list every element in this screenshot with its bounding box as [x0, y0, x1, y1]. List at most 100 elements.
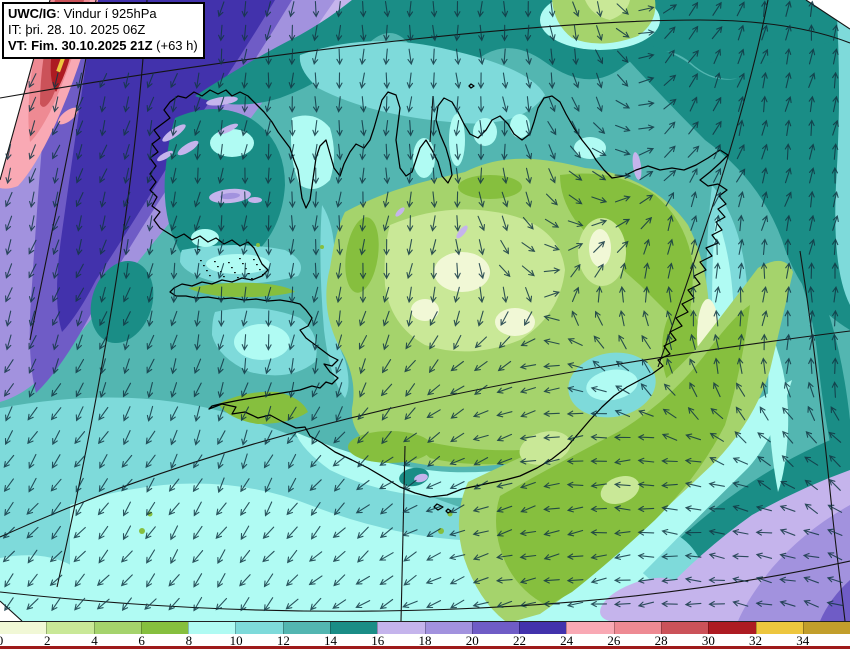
wind-arrow [310, 525, 321, 540]
wind-arrow [738, 238, 745, 255]
wind-arrow [288, 310, 295, 327]
wind-arrow [572, 72, 580, 89]
wind-arrow [713, 381, 721, 398]
wind-speed-region [456, 225, 468, 239]
wind-arrow [782, 430, 794, 444]
wind-arrow [289, 119, 296, 137]
wind-arrow [713, 143, 721, 160]
wind-arrow [333, 502, 345, 516]
wind-arrow [571, 286, 580, 303]
wind-speed-region [552, 0, 656, 44]
graticule-line [0, 19, 850, 99]
wind-arrow [359, 239, 366, 256]
wind-arrow [97, 502, 109, 516]
wind-arrow [454, 167, 461, 185]
wind-arrow [311, 430, 321, 445]
wind-arrow [194, 286, 201, 303]
wind-arrow [520, 338, 536, 347]
legend-segment [329, 622, 378, 634]
wind-arrow [544, 218, 560, 228]
wind-arrow [662, 4, 678, 14]
wind-arrow [501, 24, 508, 42]
wind-arrow [831, 333, 838, 351]
wind-arrow [785, 357, 792, 374]
wind-arrow [96, 574, 110, 586]
wind-speed-region [600, 577, 680, 621]
wind-arrow [145, 526, 156, 540]
wind-arrow [146, 573, 156, 588]
wind-arrow [192, 478, 203, 493]
wind-arrow [543, 363, 560, 370]
wind-arrow [832, 309, 839, 327]
wind-arrow [288, 239, 295, 256]
wind-arrow [779, 576, 796, 584]
wind-arrow [28, 144, 36, 160]
wind-speed-region [320, 205, 349, 398]
wind-speed-region [395, 207, 405, 217]
wind-arrow [477, 96, 485, 113]
wind-arrow [453, 310, 460, 327]
wind-arrow [288, 477, 297, 493]
wind-arrow [708, 481, 725, 488]
wind-arrow [288, 24, 296, 42]
wind-arrow [803, 528, 820, 536]
wind-arrow [241, 334, 248, 351]
wind-arrow [4, 597, 14, 612]
wind-speed-region [234, 324, 290, 360]
wind-arrow [737, 95, 745, 112]
wind-arrow [217, 1, 225, 18]
wind-arrow [614, 172, 632, 179]
wind-arrow [193, 96, 201, 113]
wind-arrow [383, 167, 390, 185]
wind-arrow [28, 239, 37, 255]
wind-arrow [145, 454, 156, 469]
wind-arrow [147, 215, 154, 232]
wind-speed-region [90, 260, 154, 344]
wind-arrow [312, 0, 320, 18]
island-speck [203, 265, 205, 267]
wind-arrow [519, 577, 536, 584]
island-speck [245, 268, 247, 270]
wind-arrow [808, 24, 815, 41]
wind-speed-region [458, 175, 522, 199]
legend-tick-label: 28 [654, 633, 668, 648]
wind-arrow [567, 529, 584, 537]
wind-arrow [358, 335, 368, 350]
wind-arrow [241, 453, 248, 470]
wind-arrow [264, 96, 272, 113]
wind-arrow [454, 143, 461, 161]
wind-arrow [690, 214, 698, 231]
wind-arrow [785, 71, 792, 89]
wind-arrow [449, 457, 465, 466]
wind-arrow [431, 24, 438, 42]
wind-arrow [472, 506, 489, 513]
wind-arrow [544, 243, 560, 251]
wind-arrow [383, 262, 390, 280]
wind-arrow [430, 191, 438, 209]
wind-arrow [568, 194, 583, 205]
wind-arrow [382, 215, 390, 232]
wind-arrow [430, 215, 437, 232]
wind-arrow [99, 454, 108, 469]
wind-arrow [99, 335, 108, 350]
wind-arrow [712, 96, 722, 112]
wind-arrow [474, 384, 488, 395]
wind-arrow [430, 286, 437, 304]
wind-arrow [194, 72, 201, 89]
wind-arrow [403, 479, 417, 491]
wind-arrow [27, 406, 38, 421]
wind-arrow [591, 196, 608, 204]
wind-arrow [357, 455, 369, 468]
wind-speed-region [411, 299, 439, 321]
wind-arrow [359, 215, 366, 232]
wind-arrow [496, 433, 513, 442]
wind-arrow [760, 357, 767, 374]
wind-arrow [784, 309, 791, 327]
wind-arrow [289, 191, 296, 209]
wind-arrow [430, 262, 437, 280]
wind-arrow [75, 168, 84, 184]
wind-arrow [543, 600, 560, 608]
wind-speed-region [320, 245, 324, 249]
wind-arrow [638, 76, 655, 84]
wind-arrow [543, 338, 560, 345]
